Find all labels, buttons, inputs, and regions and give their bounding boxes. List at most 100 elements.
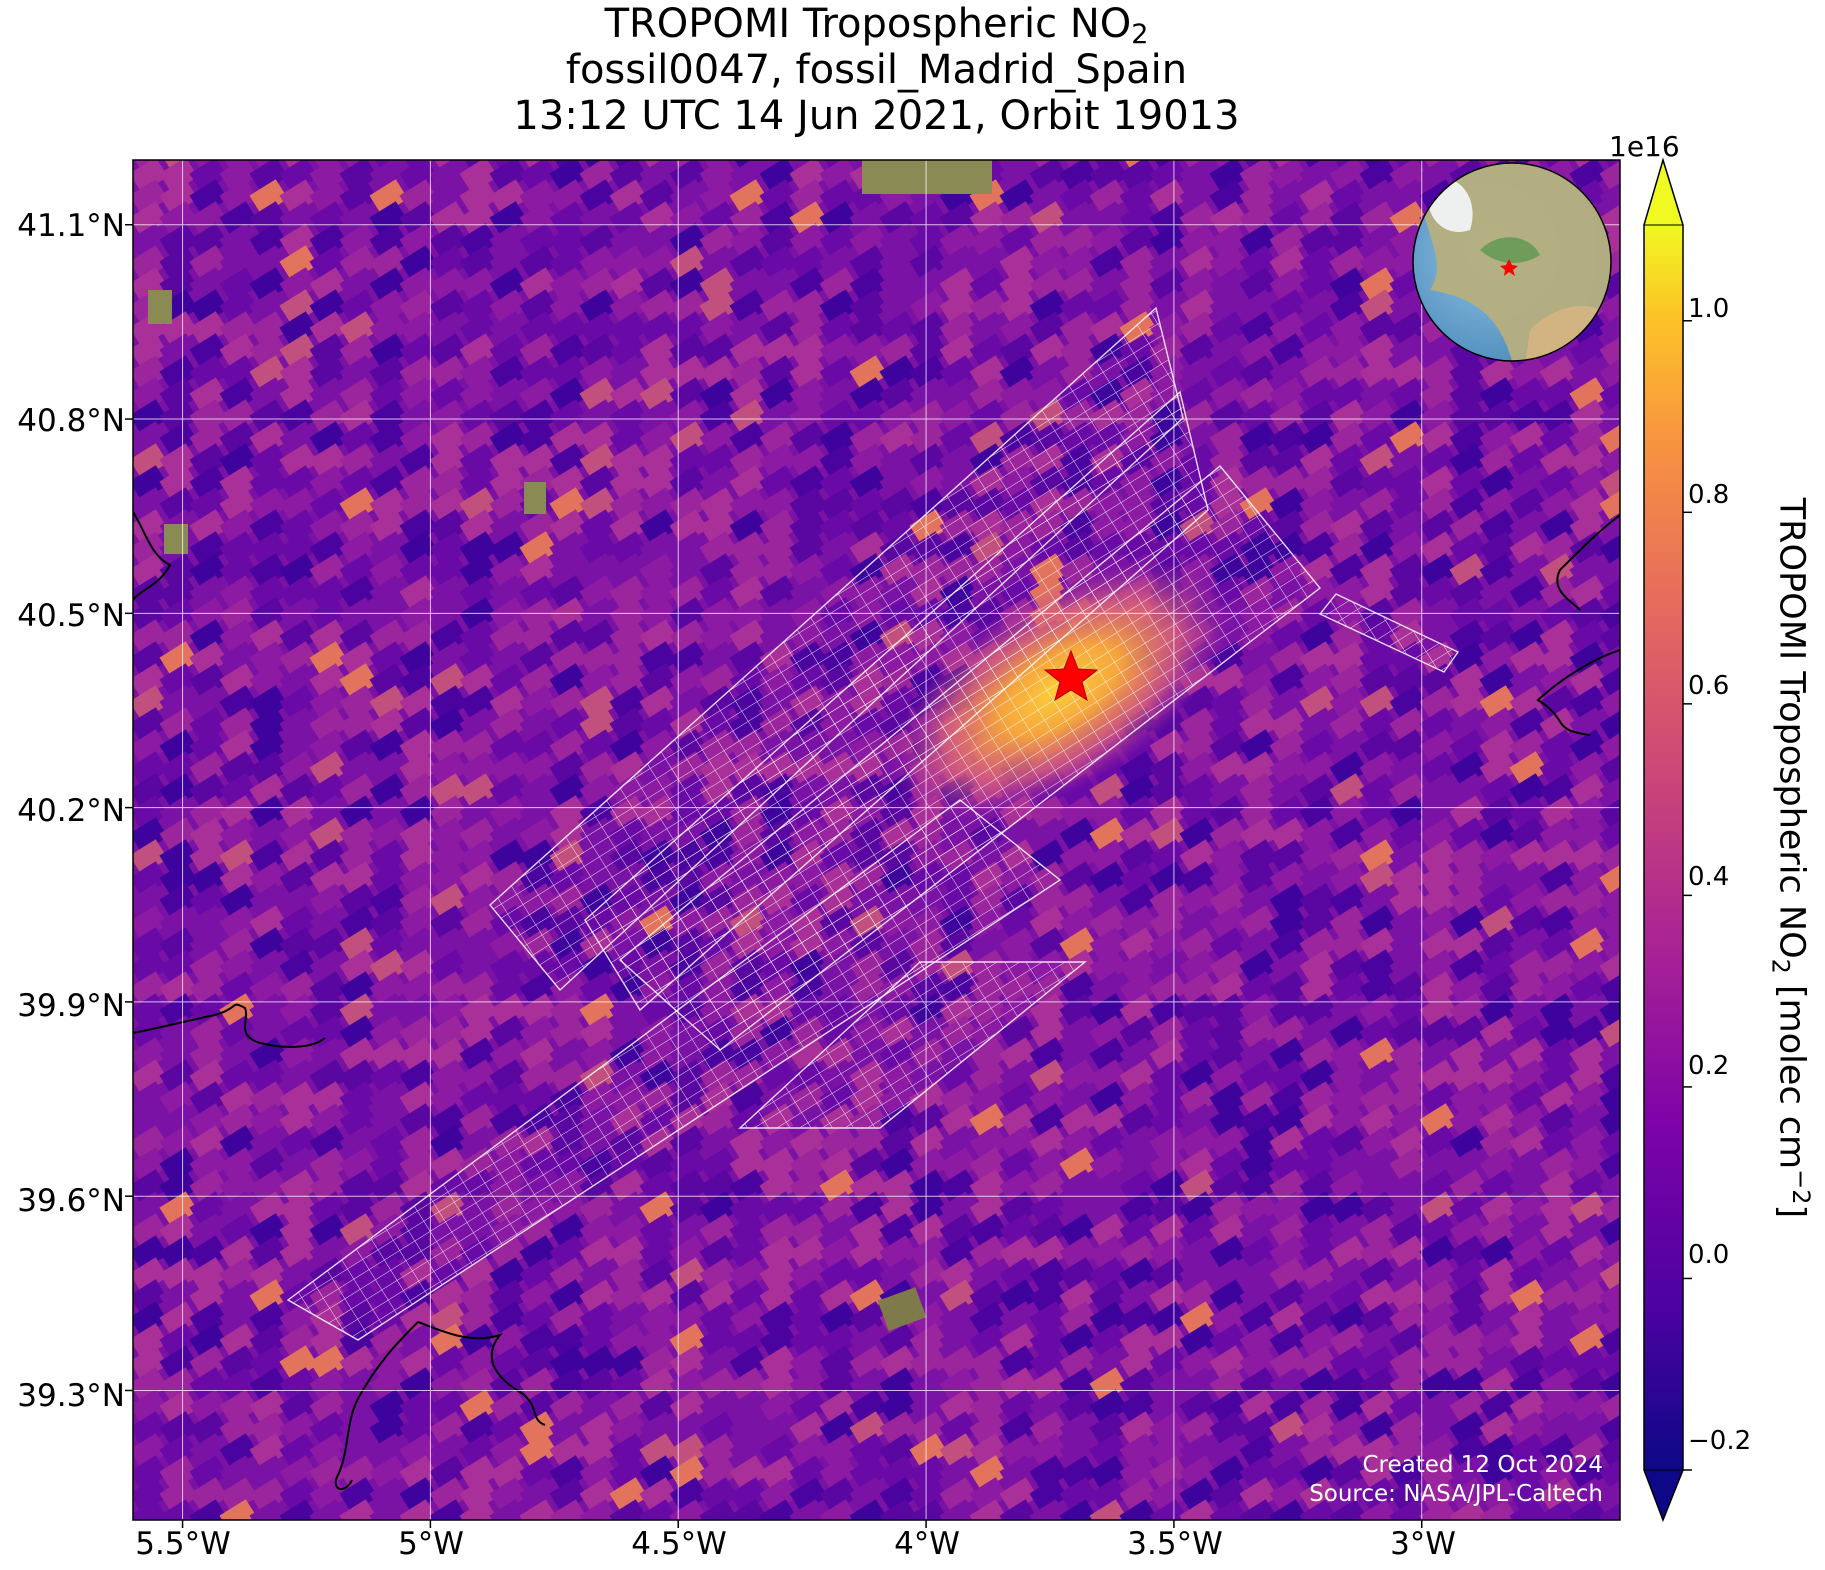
no2-pixel xyxy=(759,333,798,370)
no2-pixel xyxy=(133,160,168,194)
no2-pixel xyxy=(819,1191,858,1228)
no2-pixel xyxy=(789,443,828,480)
no2-pixel xyxy=(1239,160,1278,194)
no2-pixel xyxy=(69,1433,107,1469)
no2-pixel xyxy=(1509,839,1548,876)
no2-pixel xyxy=(1209,399,1248,436)
no2-pixel xyxy=(819,355,858,392)
colorbar-outline xyxy=(1643,157,1684,1523)
no2-pixel xyxy=(1329,509,1368,546)
no2-pixel xyxy=(1269,905,1308,942)
no2-pixel xyxy=(1479,641,1518,678)
no2-pixel xyxy=(729,1147,768,1184)
no2-pixel xyxy=(459,971,498,1008)
no2-pixel xyxy=(369,443,408,480)
no2-pixel xyxy=(999,1147,1038,1184)
no2-pixel xyxy=(339,949,378,986)
no2-pixel xyxy=(999,1015,1038,1052)
no2-pixel xyxy=(1449,1081,1488,1118)
no2-pixel xyxy=(133,311,138,348)
no2-pixel xyxy=(219,160,258,194)
no2-pixel xyxy=(189,1037,228,1074)
no2-pixel xyxy=(609,201,648,238)
no2-pixel xyxy=(1059,179,1098,216)
no2-pixel xyxy=(1269,1455,1308,1492)
no2-pixel xyxy=(189,927,228,964)
no2-pixel xyxy=(729,399,768,436)
no2-pixel xyxy=(339,1521,377,1557)
no2-pixel xyxy=(1089,1059,1128,1096)
no2-pixel xyxy=(133,1455,138,1492)
no2-pixel xyxy=(519,619,558,656)
no2-pixel xyxy=(339,465,378,502)
no2-pixel xyxy=(549,1213,588,1250)
no2-pixel xyxy=(489,355,528,392)
no2-pixel xyxy=(579,1521,617,1557)
no2-pixel xyxy=(819,245,858,282)
no2-pixel xyxy=(1509,575,1548,612)
no2-pixel xyxy=(669,289,708,326)
no2-pixel xyxy=(969,1367,1008,1404)
colorbar-tick-label: 1.0 xyxy=(1688,294,1730,324)
no2-pixel xyxy=(219,1345,258,1382)
no2-pixel xyxy=(69,1081,107,1117)
no2-pixel xyxy=(729,1521,767,1557)
no2-pixel xyxy=(459,355,498,392)
no2-pixel xyxy=(399,377,438,414)
no2-pixel xyxy=(339,179,378,216)
no2-pixel xyxy=(1479,1477,1518,1514)
no2-pixel xyxy=(609,267,648,304)
no2-pixel xyxy=(1539,927,1578,964)
no2-pixel xyxy=(1149,160,1188,194)
no2-pixel xyxy=(609,160,648,194)
no2-pixel xyxy=(729,160,768,194)
no2-pixel xyxy=(729,1301,768,1338)
no2-pixel xyxy=(909,223,948,260)
no2-pixel xyxy=(1089,1257,1128,1294)
no2-pixel xyxy=(789,160,828,194)
no2-pixel xyxy=(459,1433,498,1470)
no2-pixel xyxy=(729,160,768,172)
no2-pixel xyxy=(999,1521,1037,1557)
no2-pixel xyxy=(429,223,468,260)
no2-pixel xyxy=(1389,1081,1428,1118)
no2-pixel xyxy=(133,1059,138,1096)
no2-pixel xyxy=(699,1191,738,1228)
no2-pixel xyxy=(1359,113,1397,149)
no2-pixel xyxy=(789,1543,827,1570)
no2-pixel xyxy=(249,1345,288,1382)
no2-pixel xyxy=(1419,465,1458,502)
no2-pixel xyxy=(429,729,468,766)
no2-pixel xyxy=(1419,773,1458,810)
no2-pixel xyxy=(489,971,528,1008)
no2-pixel xyxy=(133,160,138,194)
no2-pixel xyxy=(759,443,798,480)
no2-pixel xyxy=(669,663,708,700)
no2-pixel xyxy=(133,1477,138,1514)
no2-pixel xyxy=(309,861,348,898)
no2-pixel xyxy=(1509,113,1547,149)
no2-pixel xyxy=(1149,1147,1188,1184)
no2-pixel xyxy=(189,1081,228,1118)
no2-pixel xyxy=(1389,927,1428,964)
no2-pixel xyxy=(1449,421,1488,458)
no2-pixel xyxy=(1179,333,1218,370)
no2-pixel xyxy=(1269,377,1308,414)
no2-pixel xyxy=(1059,1191,1098,1228)
no2-pixel xyxy=(639,399,678,436)
no2-pixel xyxy=(1119,1015,1158,1052)
no2-pixel xyxy=(133,1059,168,1096)
no2-pixel xyxy=(309,641,348,678)
no2-pixel xyxy=(519,1301,558,1338)
lon-tick-label: 3°W xyxy=(1390,1526,1456,1562)
no2-pixel xyxy=(1389,773,1428,810)
no2-pixel xyxy=(939,223,978,260)
no2-pixel xyxy=(1359,641,1398,678)
no2-pixel xyxy=(133,1235,168,1272)
no2-pixel xyxy=(639,729,678,766)
no2-pixel xyxy=(489,509,528,546)
no2-pixel xyxy=(1299,1015,1338,1052)
no2-pixel xyxy=(369,927,408,964)
no2-pixel xyxy=(549,399,588,436)
no2-pixel xyxy=(909,289,948,326)
